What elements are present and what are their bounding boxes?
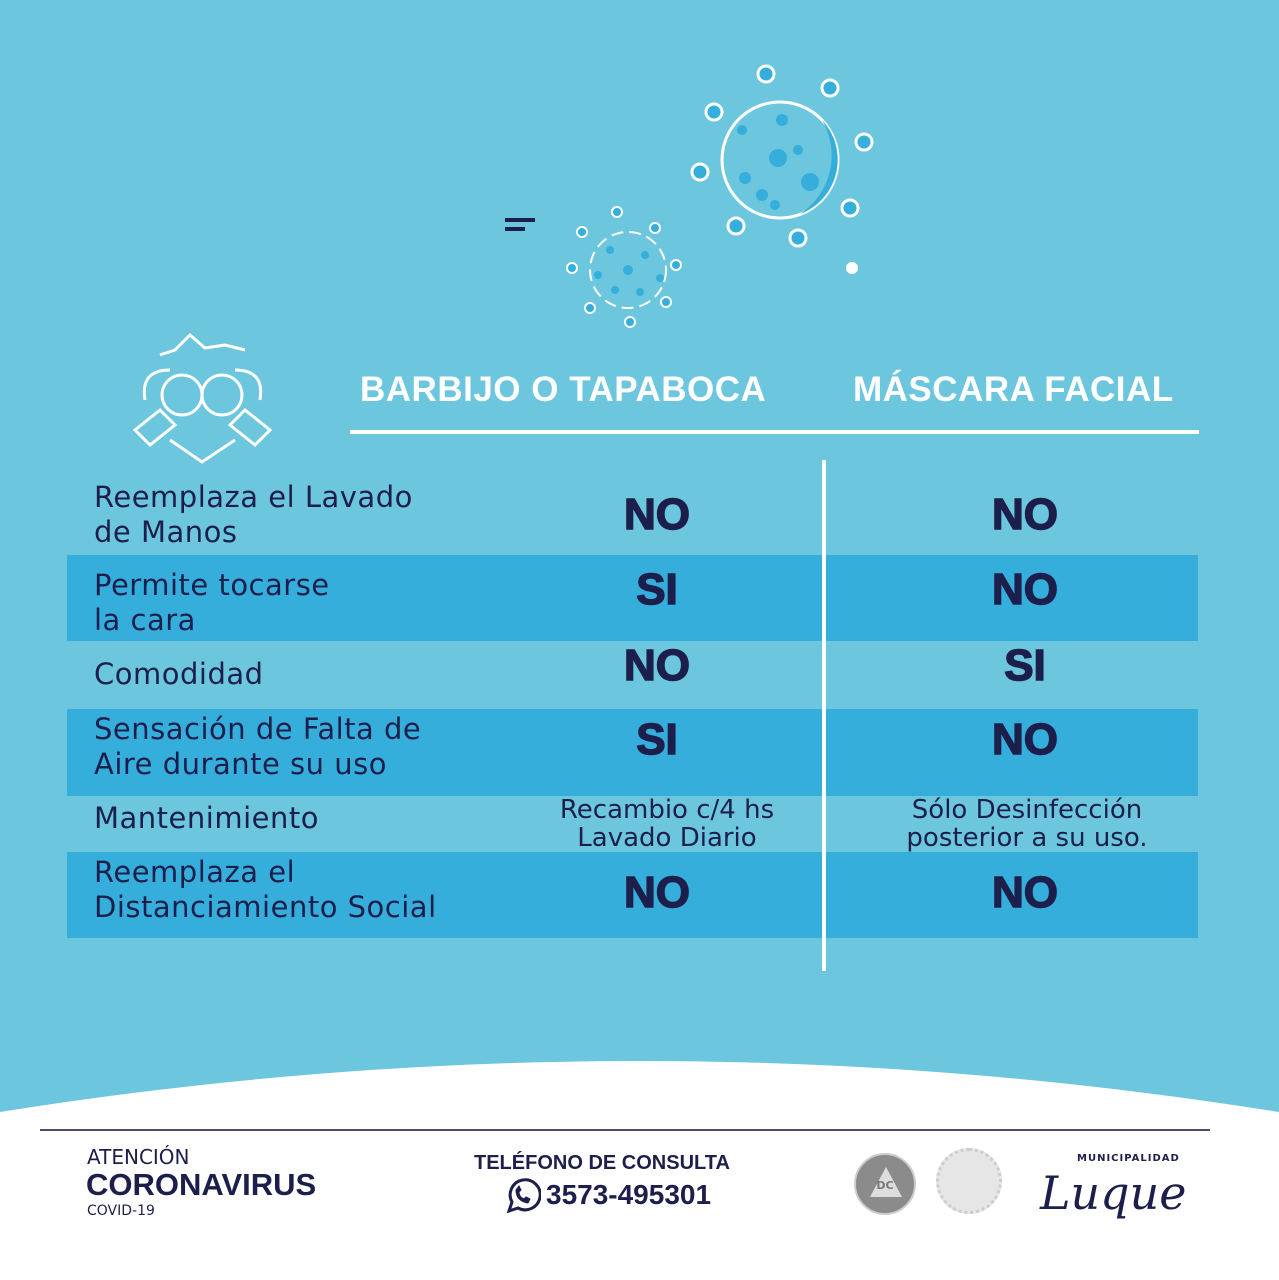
row-label-line: Distanciamiento Social [94, 890, 437, 924]
mascara-value: NO [991, 714, 1059, 765]
mascara-value: NO [991, 489, 1059, 540]
mascara-value: NO [991, 867, 1059, 918]
row-label: Sensación de Falta de Aire durante su uso [94, 712, 421, 782]
row-label: Mantenimiento [94, 801, 319, 836]
table-row: Reemplaza el Lavado de Manos NO NO [67, 478, 1198, 554]
footer-divider [40, 1129, 1210, 1131]
value-line: Lavado Diario [577, 823, 757, 853]
table-row: Comodidad NO SI [67, 640, 1198, 709]
table-row: Permite tocarse la cara SI NO [67, 555, 1198, 641]
defensa-civil-logo: DC [854, 1153, 916, 1215]
row-label-line: Aire durante su uso [94, 747, 387, 781]
phone-title: TELÉFONO DE CONSULTA [474, 1152, 730, 1174]
barbijo-value: Recambio c/4 hs Lavado Diario [497, 796, 837, 852]
table-row: Sensación de Falta de Aire durante su uso… [67, 709, 1198, 796]
row-label: Comodidad [94, 657, 264, 692]
row-label-line: de Manos [94, 515, 238, 549]
column-divider [822, 460, 826, 971]
value-line: Recambio c/4 hs [559, 795, 775, 825]
barbijo-value: SI [635, 714, 678, 765]
row-label-line: Comodidad [94, 657, 264, 691]
table-row: Mantenimiento Recambio c/4 hs Lavado Diar… [67, 796, 1198, 852]
policia-logo [936, 1148, 1002, 1214]
value-line: posterior a su uso. [906, 823, 1148, 853]
row-label: Reemplaza el Lavado de Manos [94, 480, 413, 550]
header-mascara: MÁSCARA FACIAL [853, 370, 1174, 409]
value-line: Sólo Desinfección [911, 795, 1143, 825]
header-barbijo: BARBIJO O TAPABOCA [360, 370, 767, 409]
coronavirus-label: CORONAVIRUS [86, 1167, 317, 1202]
barbijo-value: NO [623, 489, 691, 540]
virus-illustration [505, 64, 874, 328]
row-label-line: Reemplaza el Lavado [94, 480, 413, 514]
mascara-value: NO [991, 564, 1059, 615]
header-underline [350, 430, 1199, 434]
row-label: Permite tocarse la cara [94, 568, 330, 638]
row-label-line: la cara [94, 603, 196, 637]
mascara-value: Sólo Desinfección posterior a su uso. [857, 796, 1197, 852]
covid-label: COVID-19 [87, 1203, 155, 1219]
dc-text: DC [876, 1179, 894, 1192]
gloves-icon [132, 332, 273, 464]
row-label-line: Permite tocarse [94, 568, 330, 602]
phone-number[interactable]: 3573-495301 [546, 1179, 712, 1210]
table-row: Reemplaza el Distanciamiento Social NO NO [67, 852, 1198, 938]
atencion-label: ATENCIÓN [87, 1145, 190, 1169]
row-label: Reemplaza el Distanciamiento Social [94, 855, 437, 925]
whatsapp-icon [506, 1178, 541, 1214]
footer-background [0, 1061, 1279, 1280]
row-label-line: Reemplaza el [94, 855, 296, 889]
row-label-line: Mantenimiento [94, 801, 319, 835]
luque-logo: Luque [1040, 1166, 1187, 1220]
barbijo-value: SI [635, 564, 678, 615]
barbijo-value: NO [623, 867, 691, 918]
mascara-value: SI [1003, 640, 1046, 691]
barbijo-value: NO [623, 640, 691, 691]
municipalidad-label: MUNICIPALIDAD [1077, 1153, 1180, 1164]
row-label-line: Sensación de Falta de [94, 712, 422, 746]
